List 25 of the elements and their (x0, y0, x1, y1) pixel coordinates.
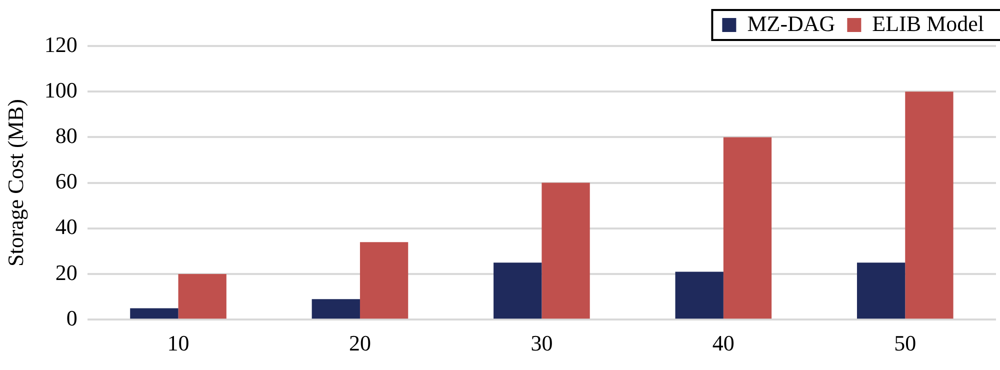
bar (360, 242, 408, 319)
bar (856, 262, 906, 319)
y-axis-title: Storage Cost (MB) (2, 99, 28, 267)
x-tick-label: 20 (348, 330, 371, 356)
y-tick-label: 60 (55, 168, 78, 194)
bar (130, 308, 178, 319)
y-tick-label: 80 (55, 122, 78, 148)
bar (542, 182, 590, 319)
y-tick-label: 120 (44, 32, 78, 57)
bar (494, 262, 542, 319)
x-tick-label: 40 (712, 330, 734, 356)
x-tick-label: 50 (894, 330, 916, 356)
legend-label: ELIB Model (872, 10, 984, 36)
legend-label: MZ-DAG (747, 10, 836, 36)
x-tick-label: 30 (530, 330, 553, 356)
x-tick-label: 10 (167, 330, 190, 356)
bar (723, 137, 772, 319)
y-tick-label: 0 (66, 305, 78, 330)
y-tick-label: 40 (55, 214, 78, 240)
bar (675, 272, 724, 319)
bar (905, 92, 954, 319)
y-tick-label: 100 (44, 77, 78, 102)
bar (178, 274, 226, 319)
y-tick-label: 20 (55, 260, 78, 285)
bar (312, 299, 360, 319)
